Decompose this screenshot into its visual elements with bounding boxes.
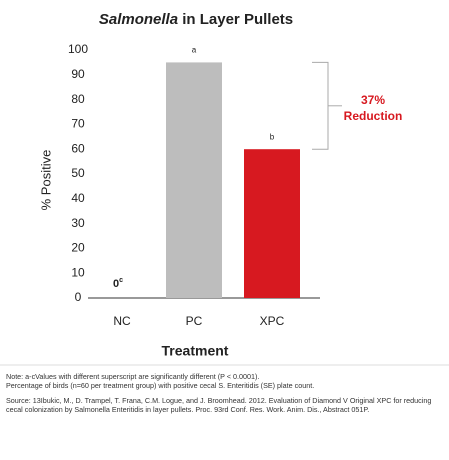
y-tick-label: 40 <box>71 191 85 205</box>
x-axis-label: Treatment <box>162 343 229 359</box>
y-tick-label: 70 <box>71 117 85 131</box>
bar <box>244 149 300 298</box>
note: Percentage of birds (n=60 per treatment … <box>6 381 315 390</box>
y-tick-label: 100 <box>68 42 88 56</box>
y-tick-label: 50 <box>71 166 85 180</box>
title-italic: Salmonella <box>99 11 178 28</box>
y-tick-label: 90 <box>71 67 85 81</box>
y-tick-label: 80 <box>71 92 85 106</box>
y-tick-label: 30 <box>71 216 85 230</box>
x-tick-label: XPC <box>260 314 285 328</box>
value-label: 0c <box>113 277 123 290</box>
chart-title: Salmonella in Layer Pullets <box>99 11 293 28</box>
letter: a <box>192 46 197 55</box>
reduction-bracket <box>312 61 329 150</box>
letter: b <box>270 132 275 141</box>
x-tick-label: PC <box>186 314 203 328</box>
title-rest: in Layer Pullets <box>182 11 293 28</box>
y-axis-label: % Positive <box>38 150 53 211</box>
notes: Note: a-cValues with different superscri… <box>6 372 446 414</box>
y-tick-label: 60 <box>71 141 85 155</box>
source: Source: 13Ibukic, M., D. Trampel, T. Fra… <box>6 396 432 414</box>
value-text: 0 <box>113 278 119 290</box>
reduction-percent: 37% <box>361 93 385 107</box>
note: Note: a-cValues with different superscri… <box>6 372 260 381</box>
chart: Salmonella in Layer Pullets % Positive T… <box>0 11 449 366</box>
x-tick-label: NC <box>113 314 131 328</box>
reduction-text: Reduction <box>344 109 403 123</box>
letter: c <box>119 277 123 284</box>
y-tick-label: 20 <box>71 241 85 255</box>
bar <box>166 62 222 299</box>
y-tick-label: 10 <box>71 265 85 279</box>
y-tick-label: 0 <box>75 290 82 304</box>
